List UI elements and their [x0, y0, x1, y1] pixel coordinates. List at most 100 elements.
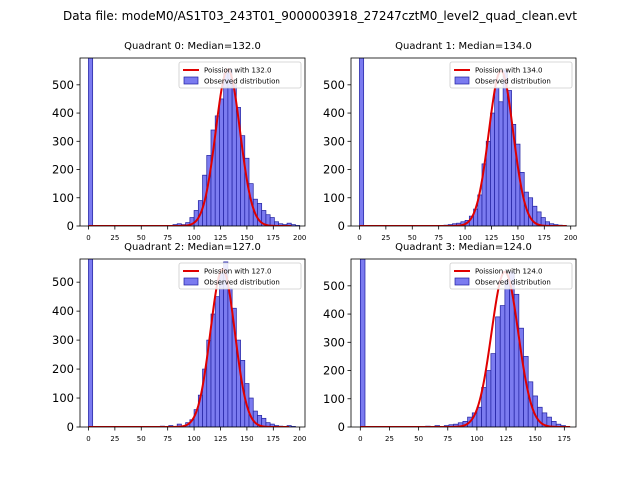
y-tick-label: 300 [323, 134, 345, 148]
subplot-title: Quadrant 0: Median=132.0 [124, 41, 261, 52]
legend-label: Poission with 134.0 [475, 67, 543, 75]
x-tick-label: 0 [358, 435, 362, 443]
x-tick-label: 175 [267, 435, 280, 443]
x-tick-label: 100 [470, 435, 483, 443]
x-tick-label: 25 [385, 435, 394, 443]
x-tick-label: 175 [558, 435, 571, 443]
x-tick-label: 100 [187, 435, 200, 443]
y-tick-label: 100 [323, 392, 345, 406]
y-tick-label: 400 [52, 304, 74, 318]
legend: Poission with 127.0 Observed distribution [178, 262, 302, 290]
x-tick-label: 25 [110, 435, 119, 443]
axes-frame [350, 258, 577, 428]
histogram-bar [231, 84, 237, 226]
y-tick-label: 500 [52, 78, 74, 92]
subplot-2: Quadrant 2: Median=127.0 0 25 50 75 100 125 150… [52, 242, 306, 443]
histogram-bar [490, 353, 496, 427]
x-tick-label: 200 [293, 435, 306, 443]
histogram-bar [359, 259, 366, 427]
y-tick-label: 400 [323, 307, 345, 321]
poisson-curve [360, 270, 571, 427]
legend-box [449, 61, 573, 89]
legend-bar-swatch [454, 277, 470, 286]
histogram-bar [219, 98, 225, 226]
subplot-title: Quadrant 3: Median=124.0 [395, 242, 532, 253]
x-tick-label: 175 [267, 234, 280, 242]
legend-box [449, 262, 573, 290]
x-tick-label: 50 [414, 435, 423, 443]
legend-bar-swatch [183, 277, 199, 286]
legend: Poission with 132.0 Observed distribution [178, 61, 302, 89]
subplot-3: Quadrant 3: Median=124.0 0 25 50 75 100 125 150… [323, 242, 577, 443]
legend-label: Poission with 132.0 [204, 67, 272, 75]
x-tick-label: 100 [458, 234, 471, 242]
legend-label: Observed distribution [204, 78, 280, 86]
legend-label: Observed distribution [475, 78, 551, 86]
subplot-title: Quadrant 2: Median=127.0 [124, 242, 261, 253]
legend-label: Observed distribution [204, 279, 280, 287]
histogram-bar [499, 305, 506, 427]
x-tick-label: 150 [240, 234, 253, 242]
poisson-curve [88, 68, 292, 226]
x-tick-label: 0 [86, 435, 90, 443]
axes-frame [79, 258, 306, 428]
x-tick-label: 0 [357, 234, 361, 242]
x-tick-label: 75 [163, 234, 172, 242]
histogram-bar [223, 73, 229, 226]
y-tick-label: 300 [52, 333, 74, 347]
y-tick-label: 300 [52, 134, 74, 148]
y-tick-label: 200 [323, 163, 345, 177]
x-tick-label: 25 [381, 234, 390, 242]
y-tick-label: 200 [52, 163, 74, 177]
x-tick-label: 150 [240, 435, 253, 443]
y-tick-label: 100 [52, 191, 74, 205]
y-tick-label: 400 [52, 106, 74, 120]
figure-suptitle: Data file: modeM0/AS1T03_243T01_90000039… [63, 9, 577, 23]
y-tick-label: 0 [338, 219, 345, 233]
y-tick-label: 500 [52, 275, 74, 289]
histogram-bar [494, 87, 500, 226]
x-tick-label: 125 [214, 234, 227, 242]
legend-bar-swatch [183, 76, 199, 85]
y-tick-label: 100 [323, 191, 345, 205]
subplot-0: Quadrant 0: Median=132.0 0 25 50 75 100 125 150… [52, 41, 306, 242]
histogram-bar [498, 101, 504, 226]
axes-frame [79, 57, 306, 227]
histogram-bar [502, 70, 508, 226]
y-tick-label: 300 [323, 335, 345, 349]
legend-bar-swatch [454, 76, 470, 85]
histogram-bar [210, 313, 216, 427]
legend: Poission with 124.0 Observed distribution [449, 262, 573, 290]
x-tick-label: 0 [86, 234, 90, 242]
histogram-bar [485, 370, 492, 427]
histogram-bar [359, 58, 365, 226]
y-tick-label: 0 [338, 420, 345, 434]
legend-label: Poission with 124.0 [475, 268, 543, 276]
poisson-curve [88, 267, 290, 427]
histogram-bar [227, 68, 233, 226]
legend: Poission with 134.0 Observed distribution [449, 61, 573, 89]
x-tick-label: 150 [511, 234, 524, 242]
histogram-bar [490, 112, 496, 226]
y-tick-label: 200 [52, 362, 74, 376]
subplot-1: Quadrant 1: Median=134.0 0 25 50 75 100 125 150… [323, 41, 577, 242]
x-tick-label: 50 [408, 234, 417, 242]
histogram-bar [528, 197, 534, 226]
x-tick-label: 50 [137, 435, 146, 443]
axes-frame [350, 57, 577, 227]
x-tick-label: 75 [163, 435, 172, 443]
x-tick-label: 75 [434, 234, 443, 242]
y-tick-label: 500 [323, 279, 345, 293]
histogram-bar [88, 58, 94, 226]
subplot-title: Quadrant 1: Median=134.0 [395, 41, 532, 52]
legend-label: Observed distribution [475, 279, 551, 287]
histogram-bar [495, 316, 501, 427]
y-tick-label: 400 [323, 106, 345, 120]
x-tick-label: 25 [110, 234, 119, 242]
y-tick-label: 500 [323, 78, 345, 92]
x-tick-label: 125 [499, 435, 512, 443]
y-tick-label: 100 [52, 391, 74, 405]
x-tick-label: 125 [485, 234, 498, 242]
histogram-bar [214, 296, 220, 427]
